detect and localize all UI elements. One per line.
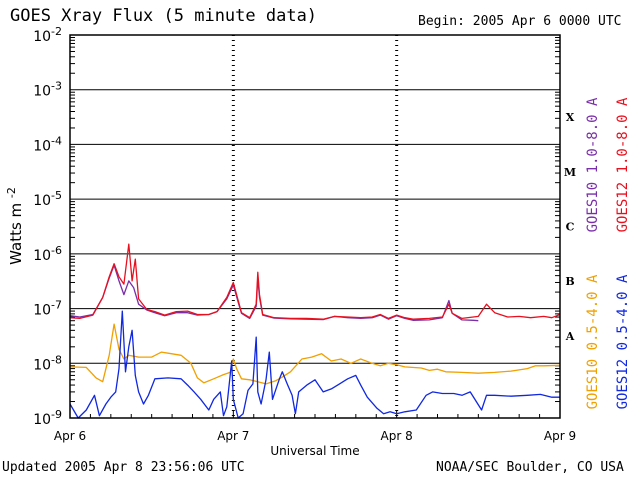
- x-tick-label: Apr 9: [544, 429, 576, 443]
- y-tick-label: 10-9: [33, 408, 62, 428]
- x-tick-label: Apr 8: [381, 429, 413, 443]
- y-tick-label: 10-3: [33, 80, 62, 100]
- y-axis-label: Watts m -2: [5, 187, 25, 265]
- x-axis-label: Universal Time: [270, 444, 359, 458]
- flare-class-label: M: [564, 166, 576, 179]
- y-tick-label: 10-6: [33, 244, 62, 264]
- chart-title: GOES Xray Flux (5 minute data): [10, 6, 318, 26]
- x-tick-label: Apr 6: [54, 429, 86, 443]
- plot-frame: [69, 34, 561, 419]
- y-tick-label: 10-2: [33, 25, 62, 45]
- legend-goes10-long: GOES10 1.0-8.0 A: [585, 97, 601, 232]
- series-line: [69, 243, 561, 320]
- flare-class-label: A: [565, 330, 575, 343]
- y-tick-label: 10-8: [33, 353, 62, 373]
- series-line: [69, 310, 560, 419]
- legend-goes12-short: GOES12 0.5-4.0 A: [615, 274, 631, 409]
- flare-class-label: B: [565, 275, 574, 288]
- flare-class-label: C: [566, 221, 575, 234]
- y-tick-label: 10-5: [33, 189, 62, 209]
- x-tick-label: Apr 7: [217, 429, 249, 443]
- flare-class-label: X: [566, 111, 575, 124]
- legend-goes10-short: GOES10 0.5-4.0 A: [585, 274, 601, 409]
- legend-goes12-long: GOES12 1.0-8.0 A: [615, 97, 631, 232]
- y-tick-label: 10-7: [33, 299, 62, 319]
- begin-time: Begin: 2005 Apr 6 0000 UTC: [418, 14, 622, 29]
- credit-text: NOAA/SEC Boulder, CO USA: [436, 460, 624, 475]
- updated-timestamp: Updated 2005 Apr 8 23:56:06 UTC: [2, 460, 245, 475]
- series-line: [69, 323, 561, 385]
- y-tick-label: 10-4: [33, 134, 62, 154]
